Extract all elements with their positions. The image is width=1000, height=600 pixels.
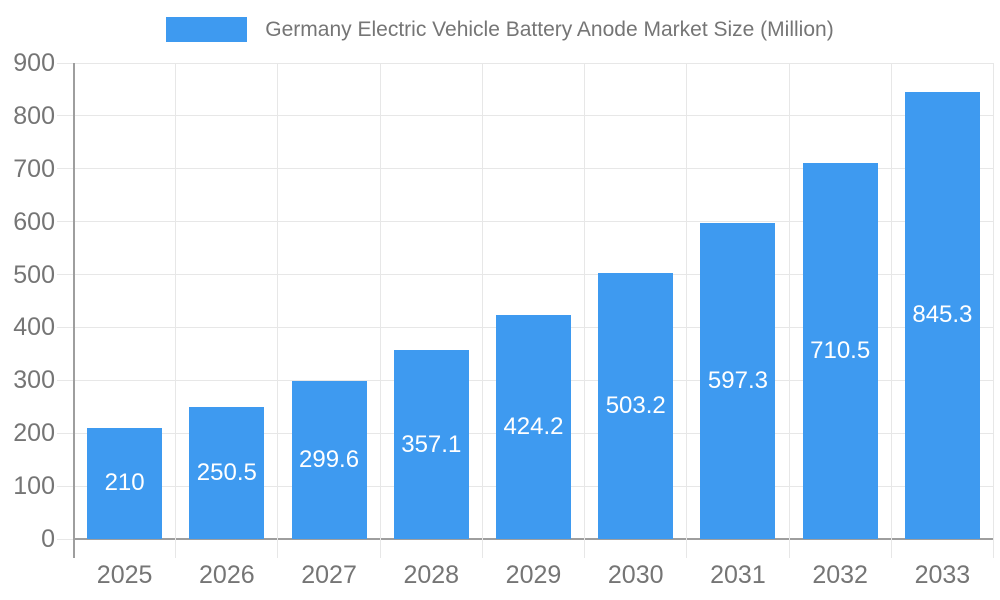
x-axis-line xyxy=(73,538,994,540)
gridline-horizontal xyxy=(56,62,994,64)
x-tick-label: 2030 xyxy=(607,561,664,589)
legend-item[interactable]: Germany Electric Vehicle Battery Anode M… xyxy=(166,17,834,42)
y-tick-label: 300 xyxy=(13,366,55,395)
gridline-vertical xyxy=(175,63,177,558)
gridline-vertical xyxy=(686,63,688,558)
bar-value-label: 845.3 xyxy=(912,301,973,329)
y-tick-label: 100 xyxy=(13,472,55,501)
x-tick-label: 2028 xyxy=(403,561,460,589)
x-tick-label: 2033 xyxy=(914,561,971,589)
y-tick-label: 0 xyxy=(41,525,55,553)
y-tick-label: 900 xyxy=(13,49,55,77)
bar-value-label: 210 xyxy=(104,469,145,497)
gridline-horizontal xyxy=(56,168,994,170)
gridline-vertical xyxy=(788,63,790,558)
gridline-horizontal xyxy=(56,221,994,223)
x-tick-label: 2032 xyxy=(812,561,868,589)
bar-value-label: 710.5 xyxy=(810,337,871,365)
y-tick-label: 500 xyxy=(13,260,55,289)
y-tick-label: 600 xyxy=(13,207,55,236)
bar-value-label: 357.1 xyxy=(401,430,462,458)
bar[interactable] xyxy=(87,427,163,539)
bar-value-label: 424.2 xyxy=(503,412,564,440)
gridline-vertical xyxy=(890,63,892,558)
legend-swatch-icon xyxy=(166,17,248,42)
bar[interactable] xyxy=(291,380,367,539)
legend: Germany Electric Vehicle Battery Anode M… xyxy=(0,17,1000,42)
bar[interactable] xyxy=(189,406,265,539)
gridline-vertical xyxy=(379,63,381,558)
gridline-vertical xyxy=(584,63,586,558)
bar-value-label: 597.3 xyxy=(707,367,768,395)
gridline-horizontal xyxy=(56,274,994,276)
gridline-vertical xyxy=(993,63,994,558)
y-axis-tick xyxy=(56,539,74,540)
y-tick-label: 800 xyxy=(13,101,55,130)
bar[interactable] xyxy=(598,272,674,539)
bar[interactable] xyxy=(904,91,980,539)
gridline-vertical xyxy=(481,63,483,558)
gridline-vertical xyxy=(277,63,279,558)
bar-value-label: 299.6 xyxy=(299,445,360,473)
y-tick-label: 400 xyxy=(13,313,55,342)
x-tick-label: 2026 xyxy=(199,561,255,589)
x-tick-label: 2027 xyxy=(301,561,357,589)
x-tick-label: 2029 xyxy=(505,561,562,589)
x-tick-label: 2025 xyxy=(96,561,153,589)
bar-value-label: 250.5 xyxy=(196,458,257,486)
bar[interactable] xyxy=(496,314,571,539)
y-axis-line xyxy=(72,63,75,558)
gridline-horizontal xyxy=(56,115,994,117)
y-tick-label: 200 xyxy=(13,419,55,448)
chart-title: Germany Electric Vehicle Battery Anode M… xyxy=(265,18,834,41)
bar[interactable] xyxy=(802,163,878,539)
bar[interactable] xyxy=(393,350,469,539)
y-tick-label: 700 xyxy=(13,154,55,183)
bar[interactable] xyxy=(700,223,776,539)
bar-value-label: 503.2 xyxy=(605,391,666,419)
x-tick-label: 2031 xyxy=(710,561,766,589)
